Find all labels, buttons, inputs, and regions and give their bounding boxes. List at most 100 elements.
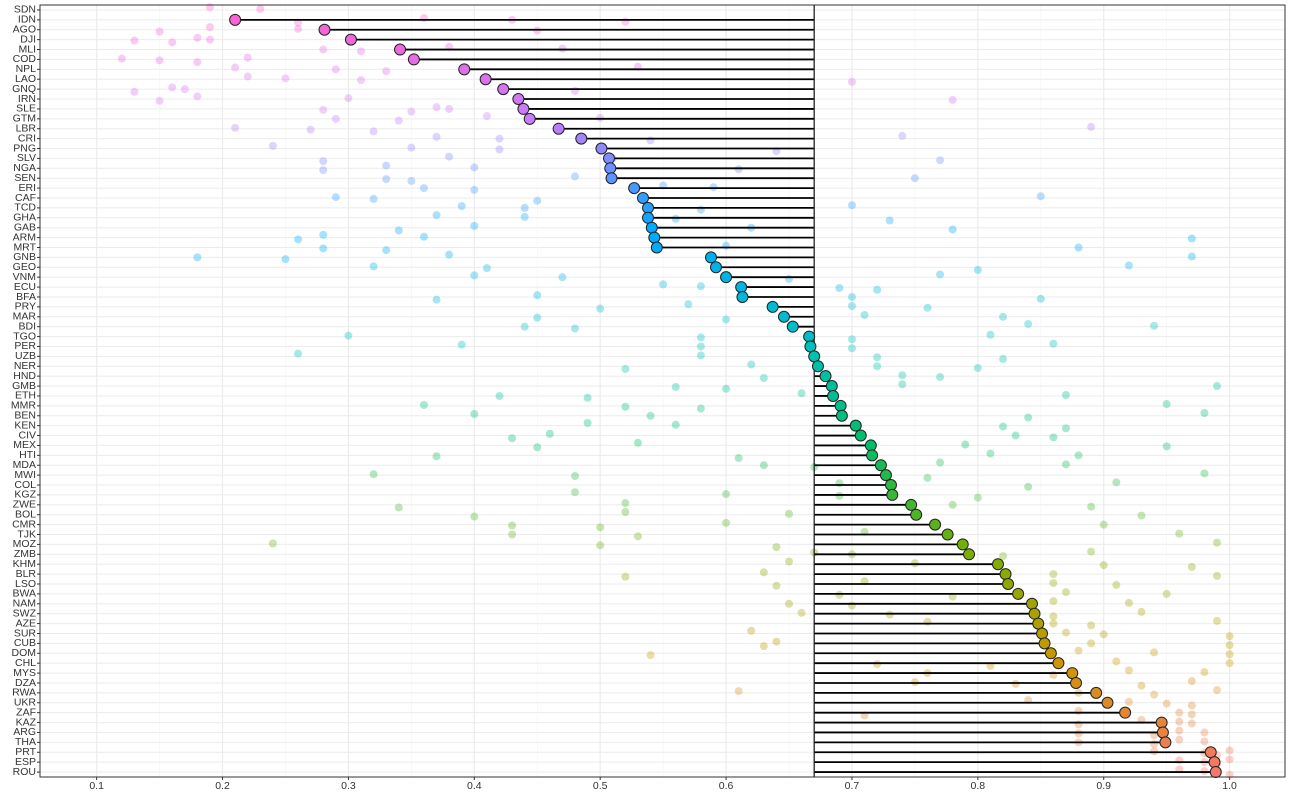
lollipop-dot — [1052, 657, 1065, 670]
jitter-point — [961, 440, 970, 449]
lollipop-dot — [999, 568, 1012, 581]
jitter-point — [583, 393, 592, 402]
jitter-point — [1150, 321, 1159, 330]
jitter-point — [1162, 400, 1171, 409]
y-tick-label: BOL — [15, 508, 36, 520]
jitter-point — [696, 205, 705, 214]
jitter-point — [306, 125, 315, 134]
jitter-point — [1200, 409, 1209, 418]
jitter-point — [759, 461, 768, 470]
jitter-point — [847, 301, 856, 310]
jitter-point — [445, 152, 454, 161]
y-tick-label: KGZ — [14, 489, 36, 501]
jitter-point — [470, 512, 479, 521]
jitter-point — [1175, 529, 1184, 538]
lollipop-dot — [1209, 766, 1222, 779]
jitter-point — [432, 103, 441, 112]
jitter-point — [1024, 319, 1033, 328]
y-tick-label: VNM — [13, 271, 36, 283]
jitter-point — [722, 384, 731, 393]
y-tick-label: KHM — [13, 558, 36, 570]
jitter-point — [130, 87, 139, 96]
y-tick-label: CUB — [14, 637, 36, 649]
jitter-point — [1225, 641, 1234, 650]
jitter-point — [268, 539, 277, 548]
jitter-point — [1137, 511, 1146, 520]
jitter-point — [1049, 619, 1058, 628]
lollipop-dot — [1119, 706, 1132, 719]
jitter-point — [759, 642, 768, 651]
jitter-point — [696, 342, 705, 351]
y-tick-label: ESP — [15, 756, 36, 768]
lollipop-dot — [602, 152, 615, 165]
jitter-point — [1061, 460, 1070, 469]
lollipop-dot — [827, 389, 840, 402]
jitter-point — [1150, 740, 1159, 749]
y-tick-label: HTI — [19, 449, 36, 461]
jitter-point — [508, 521, 517, 530]
y-tick-label: UKR — [14, 697, 37, 709]
x-tick-label: 0.9 — [1096, 780, 1111, 792]
x-tick-label: 0.5 — [593, 780, 608, 792]
jitter-point — [407, 176, 416, 185]
jitter-point — [294, 235, 303, 244]
jitter-point — [1024, 482, 1033, 491]
y-tick-label: RWA — [12, 687, 36, 699]
lollipop-dot — [819, 370, 832, 383]
jitter-point — [898, 380, 907, 389]
jitter-point — [847, 201, 856, 210]
lollipop-dot — [407, 53, 420, 66]
lollipop-dot — [736, 290, 749, 303]
lollipop-dot — [636, 192, 649, 204]
y-tick-label: COL — [14, 479, 36, 491]
jitter-point — [319, 166, 328, 175]
lollipop-dot — [854, 429, 867, 442]
jitter-point — [621, 402, 630, 411]
jitter-point — [1150, 690, 1159, 699]
x-tick-label: 0.4 — [467, 780, 482, 792]
lollipop-dot — [1038, 637, 1051, 650]
jitter-point — [1099, 561, 1108, 570]
y-tick-label: PRY — [15, 301, 36, 313]
jitter-point — [1124, 261, 1133, 270]
lollipop-dot — [479, 73, 492, 86]
lollipop-dot — [1155, 716, 1168, 729]
jitter-point — [1187, 234, 1196, 243]
lollipop-dot — [1066, 667, 1079, 680]
y-tick-label: MWI — [14, 469, 36, 481]
jitter-point — [520, 212, 529, 221]
x-tick-label: 0.7 — [845, 780, 860, 792]
y-tick-label: LAO — [15, 73, 36, 85]
lollipop-dot — [318, 23, 331, 36]
jitter-point — [319, 105, 328, 114]
jitter-point — [382, 175, 391, 184]
jitter-point — [382, 161, 391, 170]
jitter-point — [722, 518, 731, 527]
y-tick-label: BEN — [14, 410, 36, 422]
jitter-point — [1225, 770, 1234, 779]
jitter-point — [533, 196, 542, 205]
jitter-point — [294, 349, 303, 358]
jitter-point — [1213, 616, 1222, 625]
lollipop-dot — [1208, 756, 1221, 769]
jitter-point — [1213, 571, 1222, 580]
jitter-point — [999, 552, 1008, 561]
lollipop-dot — [1025, 597, 1038, 610]
y-tick-label: TGO — [13, 330, 36, 342]
jitter-point — [722, 490, 731, 499]
jitter-point — [1225, 650, 1234, 659]
jitter-point — [319, 157, 328, 166]
jitter-point — [243, 53, 252, 62]
jitter-point — [1175, 726, 1184, 735]
jitter-point — [1124, 666, 1133, 675]
y-tick-label: DJI — [20, 33, 36, 45]
jitter-point — [785, 274, 794, 283]
jitter-point — [923, 473, 932, 482]
y-tick-label: NER — [14, 360, 37, 372]
jitter-point — [999, 422, 1008, 431]
plot-border — [39, 4, 1286, 778]
y-tick-label: MLI — [18, 43, 36, 55]
jitter-point — [344, 331, 353, 340]
lollipop-dot — [905, 498, 918, 511]
